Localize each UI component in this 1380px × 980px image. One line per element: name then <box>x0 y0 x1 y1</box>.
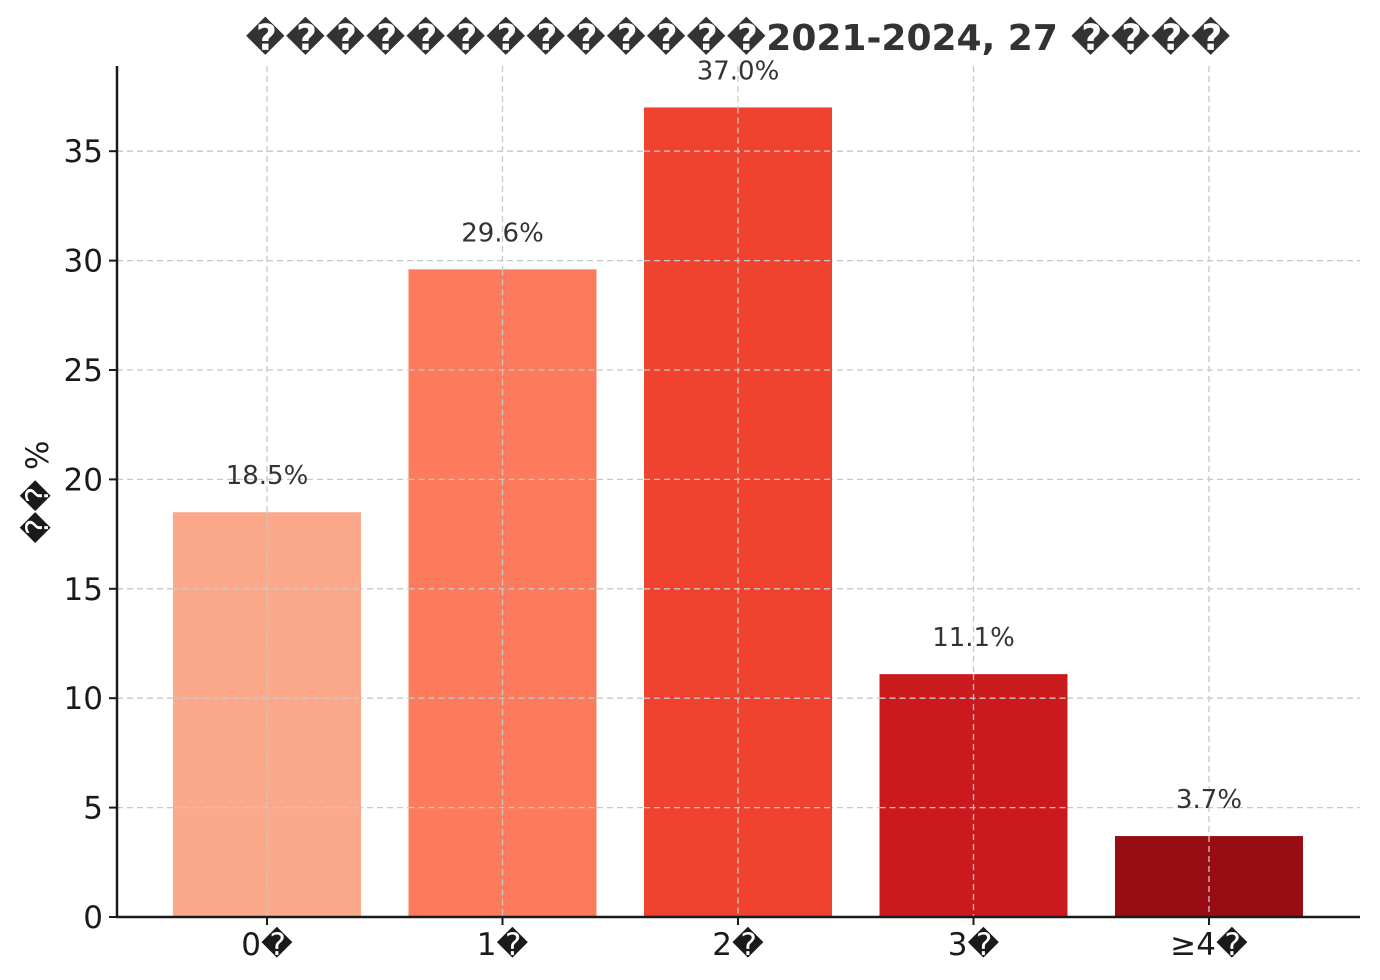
x-tick-label-4: ≥4� <box>1170 926 1248 963</box>
data-label-0: 18.5% <box>226 461 309 491</box>
data-label-1: 29.6% <box>461 218 544 248</box>
y-tick-label-10: 10 <box>64 681 103 717</box>
y-tick-label-15: 15 <box>64 572 103 608</box>
y-axis-label: �� % <box>19 441 56 544</box>
y-tick-label-30: 30 <box>64 244 103 280</box>
data-labels: 18.5% 29.6% 37.0% 11.1% 3.7% <box>226 56 1242 815</box>
data-label-2: 37.0% <box>697 56 780 86</box>
x-tick-label-3: 3� <box>948 926 1000 963</box>
chart-title: �������������2021-2024, 27 ���� <box>245 16 1231 59</box>
x-tick-label-1: 1� <box>477 926 529 963</box>
y-tick-label-20: 20 <box>64 462 103 498</box>
x-tick-label-2: 2� <box>712 926 764 963</box>
axes: 0 5 10 15 20 25 30 35 0� 1� 2� 3� ≥4� <box>64 66 1360 963</box>
data-label-4: 3.7% <box>1176 785 1242 815</box>
x-tick-label-0: 0� <box>241 926 293 963</box>
data-label-3: 11.1% <box>932 623 1015 653</box>
y-tick-label-25: 25 <box>64 353 103 389</box>
bars <box>173 107 1303 917</box>
y-tick-label-35: 35 <box>64 134 103 170</box>
y-tick-label-0: 0 <box>83 900 103 936</box>
y-tick-label-5: 5 <box>83 791 103 827</box>
